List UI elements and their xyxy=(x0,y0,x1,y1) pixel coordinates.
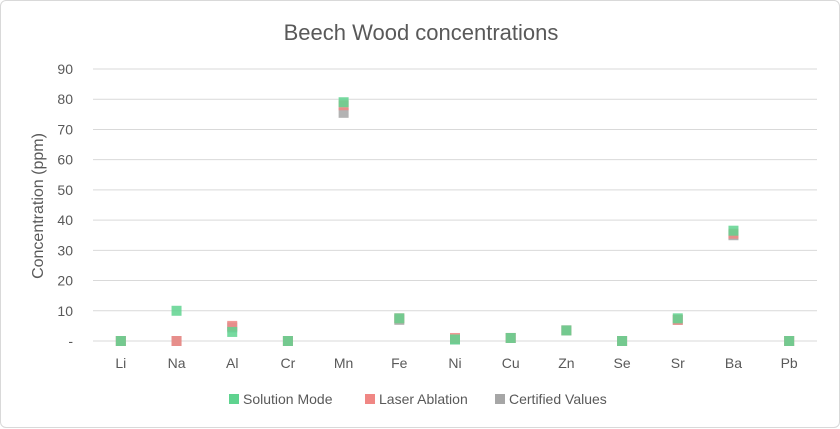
legend-marker xyxy=(365,394,375,404)
data-point-laser-ablation xyxy=(171,336,182,346)
y-tick-label: 70 xyxy=(57,121,73,137)
data-point-solution-mode xyxy=(672,313,683,324)
y-tick-label: 90 xyxy=(57,61,73,77)
y-axis-title: Concentration (ppm) xyxy=(30,133,47,279)
y-tick-label: - xyxy=(68,333,73,349)
y-tick-label: 30 xyxy=(57,242,73,258)
legend-marker xyxy=(495,394,505,404)
gridlines xyxy=(93,68,817,342)
chart-title: Beech Wood concentrations xyxy=(284,20,559,45)
data-point-solution-mode xyxy=(282,336,293,346)
data-point-solution-mode xyxy=(561,325,572,336)
legend-label: Certified Values xyxy=(509,391,607,407)
y-tick-label: 60 xyxy=(57,152,73,168)
data-point-solution-mode xyxy=(784,336,795,346)
data-point-solution-mode xyxy=(450,334,460,345)
x-tick-label: Cu xyxy=(502,355,520,371)
data-point-solution-mode xyxy=(115,336,126,346)
data-point-solution-mode xyxy=(227,326,238,337)
data-point-solution-mode xyxy=(171,305,182,316)
x-tick-label: Al xyxy=(226,355,238,371)
legend: Solution Mode Laser Ablation Certified Val… xyxy=(229,391,607,407)
data-point-solution-mode xyxy=(728,225,739,236)
data-point-solution-mode xyxy=(505,332,516,343)
y-tick-label: 20 xyxy=(57,273,73,289)
x-tick-label: Fe xyxy=(391,355,408,371)
x-tick-label: Sr xyxy=(671,355,685,371)
x-tick-label: Mn xyxy=(334,355,353,371)
data-point-solution-mode xyxy=(338,97,349,108)
x-axis-ticks: Li Na Al Cr Mn Fe Ni Cu Zn Se Sr Ba Pb xyxy=(115,355,798,371)
data-points xyxy=(115,97,795,346)
data-point-solution-mode xyxy=(394,313,405,324)
data-point-laser-ablation xyxy=(227,320,238,331)
legend-marker xyxy=(229,394,239,404)
x-tick-label: Zn xyxy=(558,355,574,371)
x-tick-label: Cr xyxy=(281,355,296,371)
x-tick-label: Li xyxy=(115,355,126,371)
x-tick-label: Ni xyxy=(448,355,461,371)
x-tick-label: Se xyxy=(614,355,631,371)
data-point-solution-mode xyxy=(617,336,628,346)
y-tick-label: 80 xyxy=(57,91,73,107)
x-tick-label: Pb xyxy=(781,355,798,371)
legend-label: Laser Ablation xyxy=(379,391,468,407)
y-axis-ticks: - 10 20 30 40 50 60 70 80 90 xyxy=(57,61,73,349)
y-tick-label: 50 xyxy=(57,182,73,198)
data-point-certified-values xyxy=(338,107,349,118)
x-tick-label: Ba xyxy=(725,355,742,371)
y-tick-label: 40 xyxy=(57,212,73,228)
x-tick-label: Na xyxy=(168,355,186,371)
y-tick-label: 10 xyxy=(57,303,73,319)
legend-label: Solution Mode xyxy=(243,391,333,407)
